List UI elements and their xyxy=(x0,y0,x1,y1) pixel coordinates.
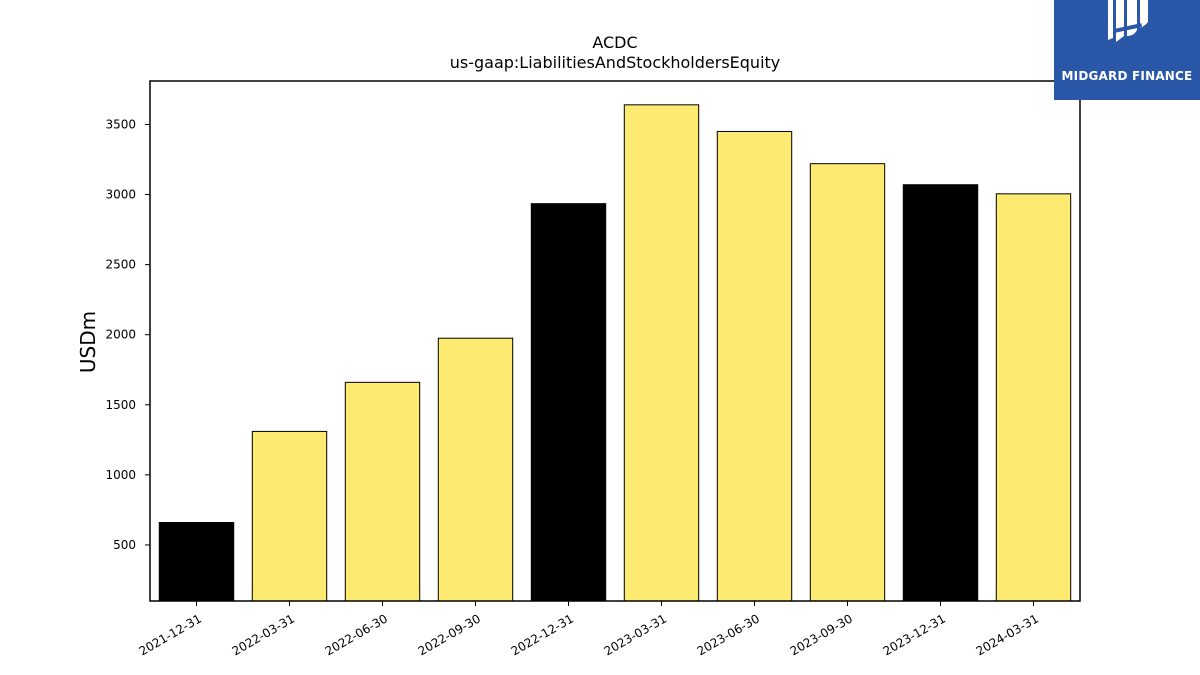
y-tick-label: 3000 xyxy=(105,188,136,202)
y-tick-label: 1000 xyxy=(105,468,136,482)
x-tick-label: 2023-03-31 xyxy=(602,611,669,658)
y-tick-label: 2000 xyxy=(105,328,136,342)
bars-group xyxy=(158,104,1072,602)
x-tick-label: 2021-12-31 xyxy=(137,611,204,658)
x-tick-label: 2022-03-31 xyxy=(230,611,297,658)
chart-subtitle: us-gaap:LiabilitiesAndStockholdersEquity xyxy=(450,53,781,72)
bar-2022-06-30 xyxy=(344,381,421,602)
logo-text: MIDGARD FINANCE xyxy=(1061,69,1193,83)
x-tick-label: 2022-12-31 xyxy=(509,611,576,658)
y-ticks-group: 500 1000 1500 2000 2500 3000 3500 xyxy=(105,117,150,552)
bar-2022-12-31 xyxy=(530,203,607,602)
bar-2023-06-30 xyxy=(716,130,793,602)
plot-frame xyxy=(149,80,1081,602)
x-tick-label: 2023-06-30 xyxy=(695,611,762,658)
x-ticks-group: 2021-12-31 2022-03-31 2022-06-30 2022-09-30… xyxy=(137,601,1041,658)
y-tick-label: 3500 xyxy=(105,117,136,131)
midgard-logo-icon xyxy=(1108,0,1148,42)
bar-2023-12-31 xyxy=(902,184,979,602)
bar-2022-09-30 xyxy=(437,337,514,602)
bar-2024-03-31 xyxy=(995,193,1072,602)
chart-title: ACDC xyxy=(592,33,637,52)
y-axis-label: USDm xyxy=(76,311,100,373)
y-tick-label: 1500 xyxy=(105,398,136,412)
bar-2023-09-30 xyxy=(809,163,886,602)
x-tick-label: 2023-09-30 xyxy=(788,611,855,658)
bar-2022-03-31 xyxy=(251,430,328,602)
x-tick-label: 2023-12-31 xyxy=(881,611,948,658)
y-tick-label: 500 xyxy=(113,538,136,552)
bar-2023-03-31 xyxy=(623,104,700,602)
x-tick-label: 2024-03-31 xyxy=(974,611,1041,658)
midgard-finance-logo: MIDGARD FINANCE xyxy=(1054,0,1200,100)
x-tick-label: 2022-06-30 xyxy=(323,611,390,658)
y-tick-label: 2500 xyxy=(105,258,136,272)
x-tick-label: 2022-09-30 xyxy=(416,611,483,658)
bar-2021-12-31 xyxy=(158,522,235,602)
